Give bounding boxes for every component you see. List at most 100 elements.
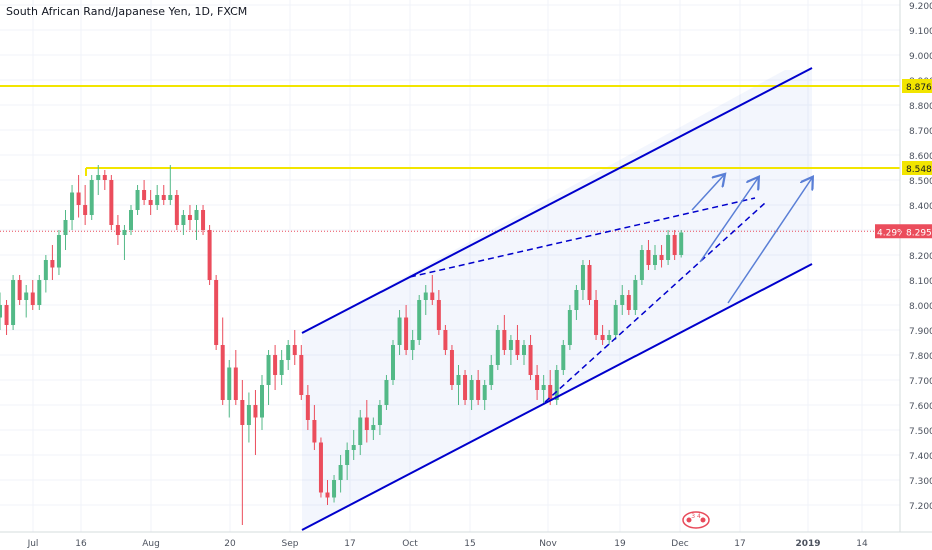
current-price-label: 8.295 [906, 228, 932, 238]
candle-body [299, 355, 304, 395]
candle-body [495, 330, 500, 365]
candle-body [364, 417, 369, 430]
candle-body [554, 370, 559, 400]
candle-body [679, 232, 684, 255]
candle-body [613, 305, 618, 335]
price-tick-label: 9.200 [909, 2, 932, 12]
candle-body [0, 305, 2, 318]
candle-body [633, 280, 638, 310]
candle-body [115, 225, 120, 235]
candle-body [155, 195, 160, 205]
candle-body [607, 335, 612, 340]
candle-body [332, 480, 337, 498]
candle-body [449, 350, 454, 385]
candle-body [410, 340, 415, 350]
candle-body [30, 292, 35, 305]
candle-body [404, 317, 409, 350]
candle-body [548, 385, 553, 400]
time-tick-label: 17 [734, 539, 745, 549]
candle-body [580, 265, 585, 290]
watermark-ellipse [682, 511, 710, 529]
time-tick-label: Nov [539, 539, 557, 549]
candle-body [430, 292, 435, 300]
candle-body [233, 367, 238, 400]
time-tick-label: 2019 [795, 539, 820, 549]
candle-body [312, 420, 317, 443]
candle-body [535, 375, 540, 390]
candlesticks [0, 165, 684, 525]
candle-body [469, 380, 474, 400]
candle-body [463, 375, 468, 400]
price-tick-label: 8.600 [909, 152, 932, 162]
price-tick-label: 7.400 [909, 452, 932, 462]
price-tick-label: 7.300 [909, 477, 932, 487]
time-tick-label: 17 [344, 539, 355, 549]
change-percent-label: 4.29% [877, 228, 906, 238]
watermark-text: 3 4 [691, 513, 701, 520]
candle-body [672, 235, 677, 255]
candle-body [391, 345, 395, 380]
candle-body [70, 192, 75, 220]
candle-body [194, 210, 199, 220]
time-tick-label: 20 [224, 539, 236, 549]
watermark-dot-left [686, 517, 692, 523]
candle-body [646, 250, 651, 265]
price-tick-label: 8.400 [909, 202, 932, 212]
candle-body [358, 417, 363, 445]
candle-body [626, 295, 631, 310]
time-tick-label: Aug [142, 539, 160, 549]
candle-body [279, 360, 284, 375]
watermark-dot-right [700, 517, 706, 523]
horizontal-levels [0, 85, 900, 176]
candle-body [338, 465, 343, 480]
candle-body [659, 255, 664, 260]
level-label-1: 8.876 [906, 83, 932, 93]
change-label-bg [875, 224, 902, 239]
time-tick-label: Dec [671, 539, 688, 549]
price-tick-label: 7.500 [909, 427, 932, 437]
candle-body [142, 190, 147, 200]
candle-body [37, 280, 42, 305]
time-tick-label: 15 [464, 539, 475, 549]
candle-body [594, 300, 599, 335]
candle-body [187, 215, 192, 220]
candle-body [109, 180, 114, 225]
candle-body [508, 340, 513, 350]
candle-body [515, 340, 520, 355]
projection-arrow [699, 178, 758, 263]
candle-body [181, 215, 186, 225]
candle-body [161, 195, 166, 200]
candle-body [43, 260, 48, 280]
candle-body [76, 192, 81, 205]
candle-body [502, 330, 507, 350]
candle-body [482, 385, 487, 400]
candle-body [4, 305, 9, 325]
time-axis: Jul 16 Aug 20 Sep 17 Oct 15 Nov 19 Dec 17 2019 14 [0, 531, 932, 549]
level-label-bg [902, 79, 932, 93]
candle-body [96, 175, 101, 180]
candle-body [325, 492, 330, 498]
candle-body [456, 375, 461, 385]
candle-body [600, 335, 605, 340]
candle-body [83, 205, 88, 215]
candle-body [489, 365, 494, 385]
time-tick-label: Jul [27, 539, 39, 549]
price-tick-label: 8.100 [909, 277, 932, 287]
candle-body [168, 195, 173, 200]
price-tick-label: 8.000 [909, 302, 932, 312]
candle-body [417, 300, 422, 340]
candle-body [522, 345, 526, 355]
candle-body [266, 355, 271, 385]
projection-arrow [691, 175, 724, 211]
candle-body [567, 310, 572, 345]
candle-body [122, 230, 127, 235]
candle-body [620, 295, 625, 305]
candle-body [443, 330, 448, 350]
candle-body [129, 210, 133, 230]
candle-body [541, 385, 546, 390]
price-tick-label: 7.800 [909, 352, 932, 362]
time-tick-label: 14 [856, 539, 868, 549]
time-tick-label: Oct [402, 539, 418, 549]
candle-body [436, 300, 441, 330]
